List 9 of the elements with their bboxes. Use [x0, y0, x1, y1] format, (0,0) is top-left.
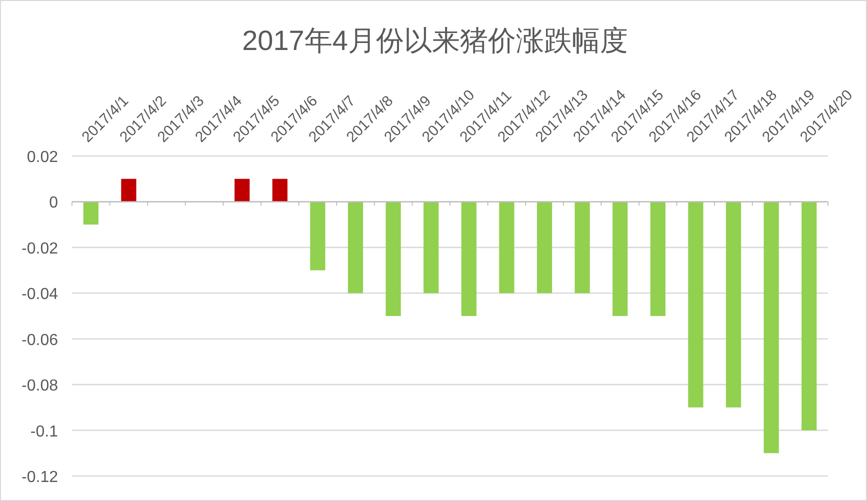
chart-title: 2017年4月份以来猪价涨跌幅度 — [242, 25, 628, 56]
y-tick-label: -0.12 — [22, 469, 58, 486]
y-tick-label: 0 — [49, 194, 58, 212]
y-tick-label: -0.06 — [22, 332, 58, 349]
y-tick-label: -0.08 — [22, 378, 58, 395]
y-tick-label: 0.02 — [26, 149, 58, 166]
y-tick-label: -0.1 — [30, 423, 58, 440]
y-tick-label: -0.02 — [22, 240, 58, 258]
y-tick-label: -0.04 — [22, 286, 58, 304]
